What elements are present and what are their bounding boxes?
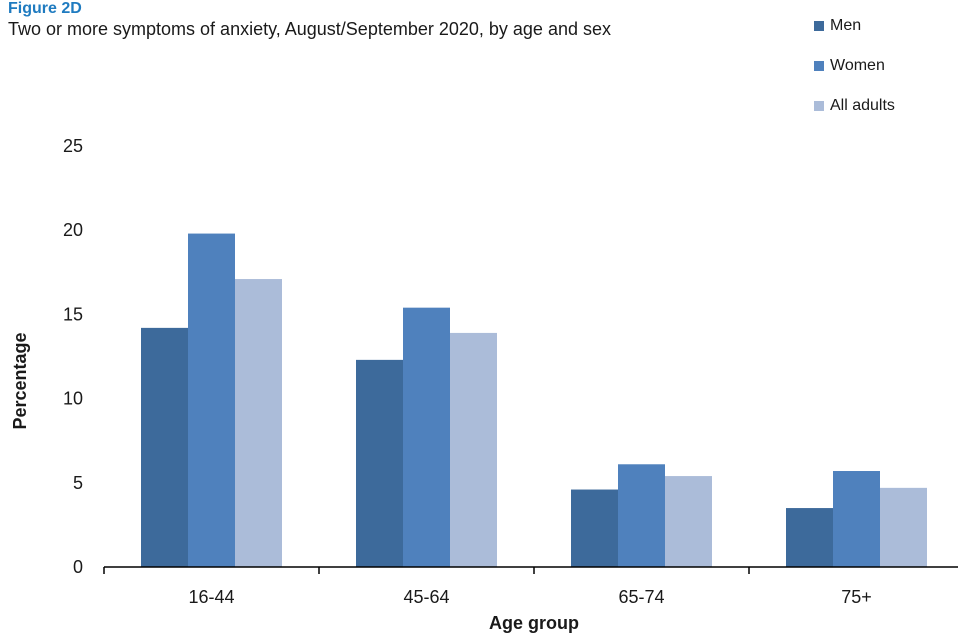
bar-all-adults-16-44 [235,279,282,567]
bar-men-16-44 [141,327,188,567]
legend-swatch [814,21,824,31]
x-tick-label: 75+ [841,587,872,607]
y-tick-label: 20 [63,220,83,240]
y-tick-label: 10 [63,389,83,409]
y-tick-label: 15 [63,304,83,324]
legend-label: Women [830,57,885,74]
bar-men-45-64 [356,359,403,567]
x-tick-label: 65-74 [618,587,664,607]
y-tick-labels-group: 0 5 10 15 20 25 [63,136,83,577]
legend-item: All adults [814,96,895,116]
y-tick-label: 0 [73,557,83,577]
y-tick-label: 5 [73,473,83,493]
bar-all-adults-75plus [880,487,927,567]
bar-all-adults-65-74 [665,476,712,567]
legend-swatch [814,61,824,71]
chart-title: Two or more symptoms of anxiety, August/… [8,19,611,39]
bar-women-16-44 [188,233,235,567]
legend-label: All adults [830,97,895,114]
bar-men-75plus [786,508,833,567]
y-axis-label: Percentage [10,332,30,429]
y-tick-label: 25 [63,136,83,156]
x-axis-label: Age group [489,613,579,633]
bar-all-adults-45-64 [450,332,497,567]
bars-group [141,233,927,567]
legend-item: Women [814,56,895,76]
x-ticks-group: 16-44 45-64 65-74 75+ [103,567,872,607]
bar-men-65-74 [571,489,618,567]
bar-women-65-74 [618,464,665,567]
figure-label: Figure 2D [8,0,82,17]
x-tick-label: 45-64 [403,587,449,607]
bar-women-45-64 [403,307,450,567]
x-tick-label: 16-44 [188,587,234,607]
bar-women-75plus [833,471,880,567]
legend-label: Men [830,17,862,34]
legend: Men Women All adults [814,16,895,136]
legend-item: Men [814,16,895,36]
legend-swatch [814,101,824,111]
